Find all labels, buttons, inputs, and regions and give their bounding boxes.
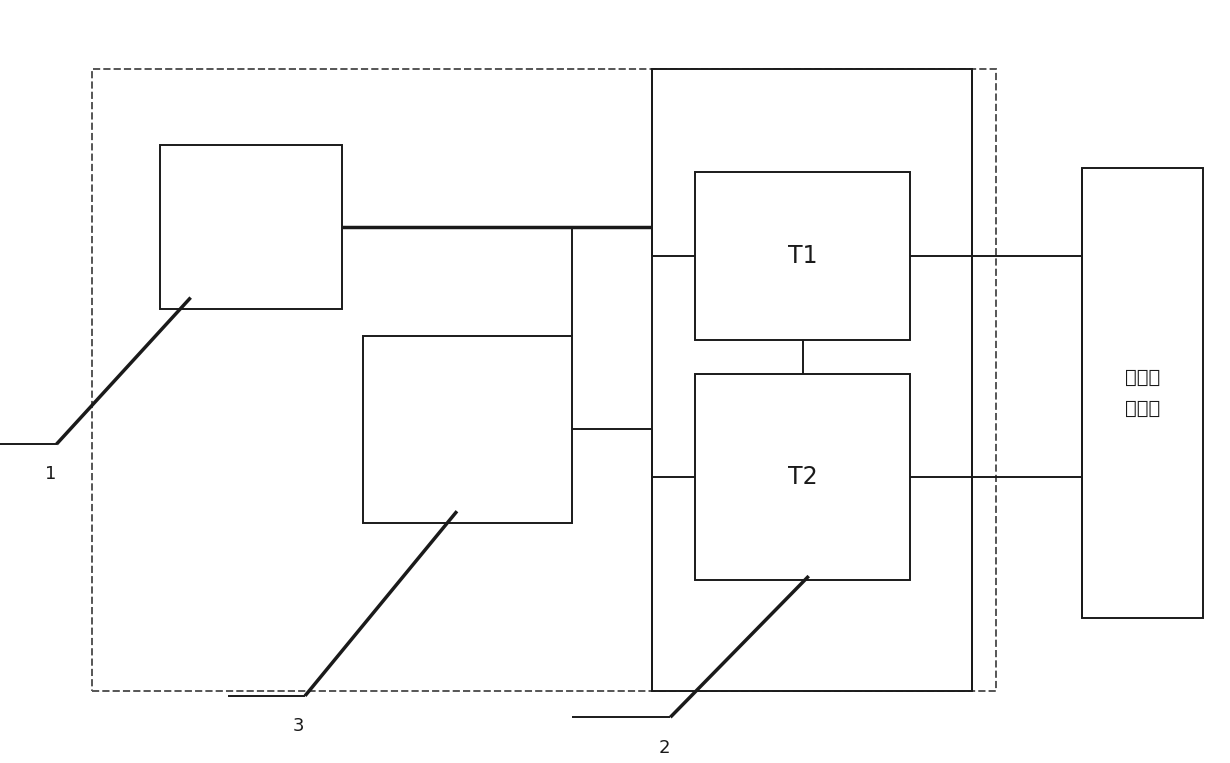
Bar xyxy=(695,374,910,580)
Text: 3: 3 xyxy=(293,717,305,736)
Bar xyxy=(652,69,972,691)
Bar xyxy=(695,172,910,340)
Text: 1: 1 xyxy=(44,465,57,484)
Bar xyxy=(92,69,996,691)
Bar xyxy=(160,145,342,309)
Text: 三相电
力用户: 三相电 力用户 xyxy=(1125,368,1160,418)
Text: T1: T1 xyxy=(788,243,817,268)
Bar xyxy=(1082,168,1203,618)
Bar xyxy=(363,336,572,523)
Text: T2: T2 xyxy=(787,465,818,489)
Text: 2: 2 xyxy=(658,739,670,757)
